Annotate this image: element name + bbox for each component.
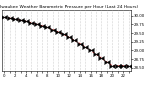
Title: Milwaukee Weather Barometric Pressure per Hour (Last 24 Hours): Milwaukee Weather Barometric Pressure pe…: [0, 5, 138, 9]
